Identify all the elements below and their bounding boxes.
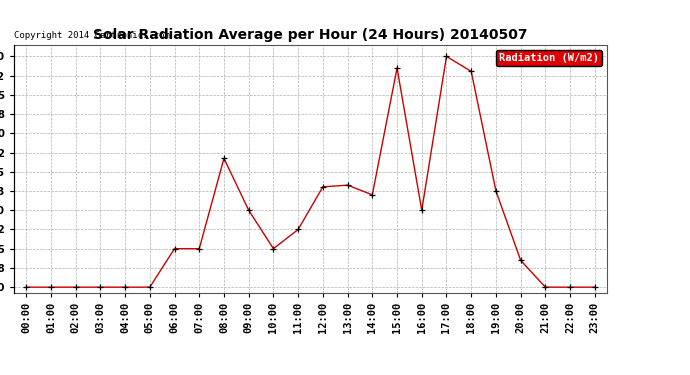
Title: Solar Radiation Average per Hour (24 Hours) 20140507: Solar Radiation Average per Hour (24 Hou… bbox=[93, 28, 528, 42]
Legend: Radiation (W/m2): Radiation (W/m2) bbox=[495, 50, 602, 66]
Text: Copyright 2014 Cartronics.com: Copyright 2014 Cartronics.com bbox=[14, 31, 170, 40]
